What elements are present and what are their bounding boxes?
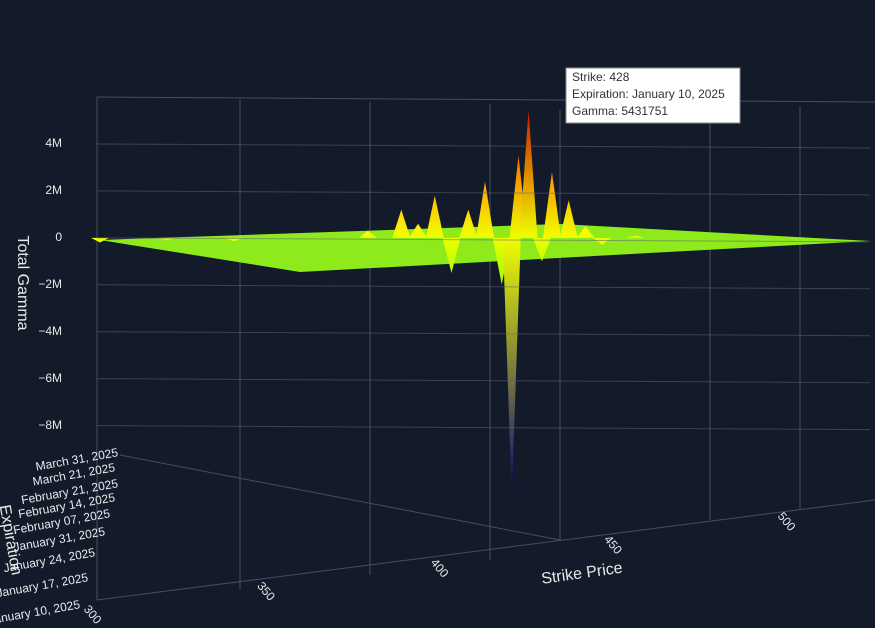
x-tick-label: 300 [81, 602, 105, 627]
surface-spike [542, 172, 561, 238]
tooltip-box [565, 67, 741, 124]
z-tick-label: −4M [38, 324, 62, 338]
grid-line [96, 143, 871, 149]
grid-line [96, 190, 871, 196]
surface-spike [425, 195, 444, 238]
z-tick-label: 0 [55, 230, 62, 244]
x-axis-title: Strike Price [540, 560, 623, 588]
surface-spike [532, 237, 551, 262]
tooltip-line: Strike: 428 [572, 70, 630, 84]
grid-line [96, 425, 871, 431]
surface-spike [476, 181, 494, 238]
x-tick-label: 350 [254, 579, 278, 604]
surface-spike [576, 226, 595, 238]
surface-spike [392, 209, 411, 238]
tooltip: Strike: 428 Expiration: January 10, 2025… [565, 67, 741, 124]
surface-spike [409, 223, 428, 238]
surface-spike [559, 200, 578, 238]
x-tick-label: 450 [601, 533, 625, 558]
surface-spike [519, 110, 538, 238]
surface-spike [626, 235, 645, 238]
y-tick-label: January 10, 2025 [0, 597, 81, 627]
surface-spike [593, 237, 612, 245]
z-tick-label: −8M [38, 418, 62, 432]
z-tick-label: −2M [38, 277, 62, 291]
surface-spike [459, 209, 478, 238]
surface-plane [100, 224, 870, 272]
z-tick-label: −6M [38, 371, 62, 385]
tooltip-line: Expiration: January 10, 2025 [572, 87, 725, 101]
grid-line [96, 237, 871, 243]
z-tick-label: 2M [45, 183, 62, 197]
surface-spike [358, 230, 377, 238]
z-axis-title: Total Gamma [14, 235, 31, 330]
grid-line [96, 378, 871, 384]
tooltip-line: Gamma: 5431751 [572, 104, 668, 118]
box-frame [96, 96, 875, 601]
plot-area [91, 110, 645, 496]
surface-spike [442, 237, 461, 274]
grid-line [96, 284, 871, 290]
surface-spike [91, 237, 109, 243]
x-tick-label: 500 [775, 509, 799, 534]
surface-spike [502, 237, 521, 496]
z-tick-label: 4M [45, 136, 62, 150]
grid-line [96, 331, 871, 337]
x-tick-label: 400 [428, 556, 452, 581]
